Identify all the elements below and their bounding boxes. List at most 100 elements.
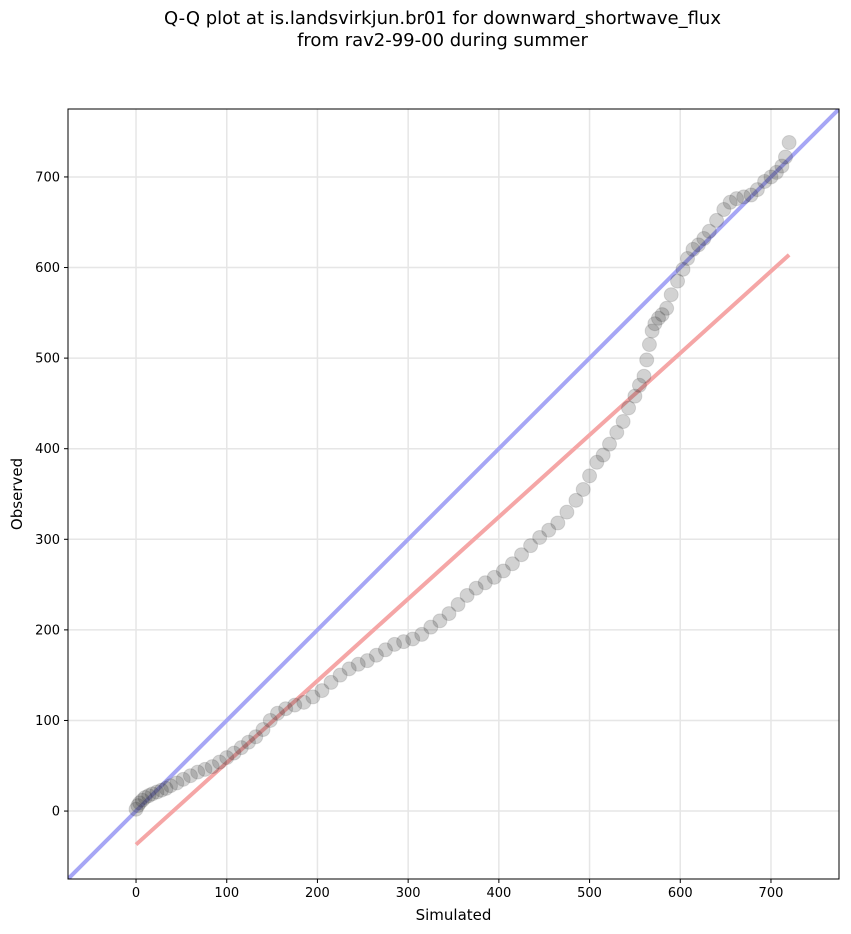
data-point (647, 316, 663, 332)
data-point (639, 352, 655, 368)
data-point (241, 734, 257, 750)
data-point (602, 436, 618, 452)
data-point (323, 674, 339, 690)
y-tick-label: 700 (35, 170, 60, 185)
data-point (627, 388, 643, 404)
data-point (226, 745, 242, 761)
y-tick-label: 600 (35, 261, 60, 276)
data-point (149, 784, 165, 800)
data-point (514, 547, 530, 563)
data-point (359, 653, 375, 669)
data-point (423, 619, 439, 635)
data-point (332, 667, 348, 683)
data-point (459, 587, 475, 603)
data-point (296, 694, 312, 710)
data-point (504, 556, 520, 572)
data-point (405, 631, 421, 647)
data-point (757, 173, 773, 189)
data-point (659, 300, 675, 316)
chart-title-line2: from rav2-99-00 during summer (297, 30, 588, 51)
data-point (722, 194, 738, 210)
x-tick-label: 600 (668, 886, 693, 901)
data-point (559, 504, 575, 520)
y-tick-label: 0 (52, 805, 60, 820)
data-point (670, 273, 686, 289)
data-point (350, 656, 366, 672)
axis-ticks: 0 100 200 300 400 500 600 700 0 100 200 300 400 500 60… (35, 170, 783, 901)
data-point (175, 771, 191, 787)
data-point (432, 613, 448, 629)
data-point (595, 447, 611, 463)
grid (68, 109, 839, 879)
x-tick-label: 400 (486, 886, 511, 901)
data-point (743, 187, 759, 203)
data-point (396, 634, 412, 650)
data-point (690, 237, 706, 253)
data-point (137, 789, 153, 805)
data-point (650, 310, 666, 326)
fit-line (134, 253, 791, 847)
data-point (654, 307, 670, 323)
data-point (162, 778, 178, 794)
data-point (128, 801, 144, 817)
y-axis-label: Observed (8, 458, 26, 530)
data-point (641, 337, 657, 353)
data-point (582, 468, 598, 484)
data-point (368, 647, 384, 663)
data-point (709, 212, 725, 228)
data-point (262, 712, 278, 728)
reference-lines (68, 109, 839, 879)
data-point (523, 538, 539, 554)
data-point (130, 798, 146, 814)
data-point (450, 597, 466, 613)
data-point (696, 231, 712, 247)
data-point (132, 795, 148, 811)
data-point (736, 189, 752, 205)
data-point (387, 636, 403, 652)
data-point (182, 768, 198, 784)
data-point (701, 223, 717, 239)
data-point (644, 323, 660, 339)
data-point (141, 788, 157, 804)
data-point (278, 701, 294, 717)
chart-title-line1: Q-Q plot at is.landsvirkjun.br01 for dow… (164, 8, 721, 29)
y-tick-label: 300 (35, 533, 60, 548)
x-tick-label: 0 (132, 886, 140, 901)
y-tick-label: 400 (35, 442, 60, 457)
data-point (153, 782, 169, 798)
data-point (777, 149, 793, 165)
data-point (134, 792, 150, 808)
data-point (287, 697, 303, 713)
data-point (568, 492, 584, 508)
data-point (685, 241, 701, 257)
data-point (749, 182, 765, 198)
y-tick-label: 200 (35, 623, 60, 638)
data-point (219, 750, 235, 766)
data-point (211, 754, 227, 770)
data-point (477, 575, 493, 591)
data-point (781, 135, 797, 151)
x-tick-label: 700 (759, 886, 784, 901)
plot-frame (67, 108, 840, 880)
chart-title: Q-Q plot at is.landsvirkjun.br01 for dow… (0, 8, 851, 52)
data-point (621, 400, 637, 416)
data-point (377, 642, 393, 658)
data-point (589, 454, 605, 470)
data-point (663, 287, 679, 303)
data-point (729, 191, 745, 207)
x-tick-label: 500 (577, 886, 602, 901)
data-point (675, 261, 691, 277)
data-point (575, 481, 591, 497)
data-point (532, 529, 548, 545)
data-point (486, 569, 502, 585)
data-point (774, 158, 790, 174)
data-point (550, 515, 566, 531)
identity-line (68, 109, 839, 879)
data-point (495, 563, 511, 579)
x-tick-label: 300 (396, 886, 421, 901)
data-point (158, 780, 174, 796)
data-point (341, 661, 357, 677)
data-point (716, 202, 732, 218)
x-axis-label: Simulated (416, 906, 492, 924)
